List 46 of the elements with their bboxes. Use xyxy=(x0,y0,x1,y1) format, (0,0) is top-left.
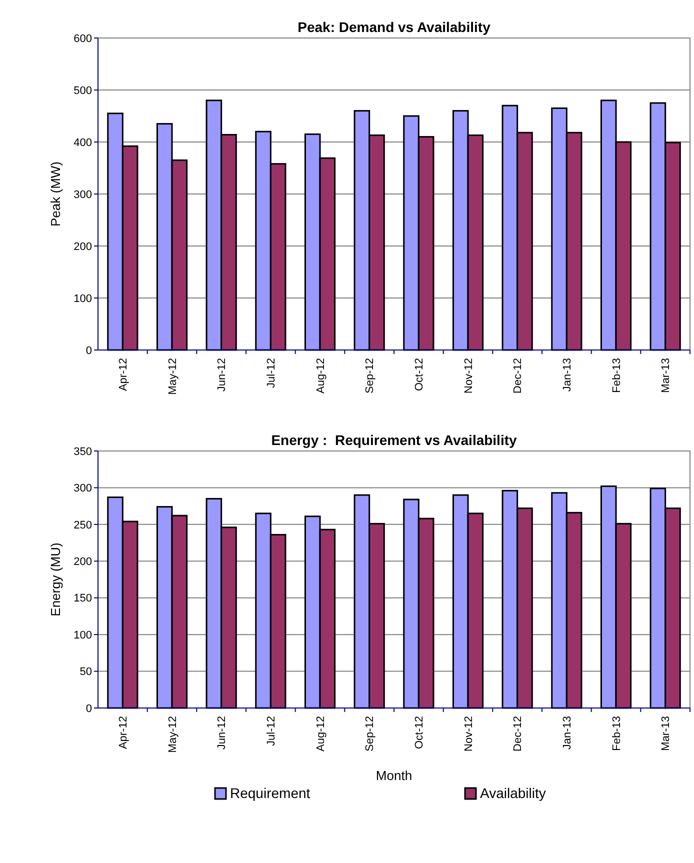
y-tick-label: 150 xyxy=(74,592,92,605)
x-tick-label: Mar-13 xyxy=(660,716,672,751)
y-tick-label: 600 xyxy=(74,32,92,45)
x-tick-label: Jan-13 xyxy=(562,358,574,392)
x-tick-label: Jun-12 xyxy=(216,716,228,750)
x-tick-label: Nov-12 xyxy=(462,358,475,394)
x-tick-label: Dec-12 xyxy=(512,716,524,752)
y-tick-label: 100 xyxy=(74,629,92,642)
x-tick-label: Aug-12 xyxy=(314,716,327,752)
x-tick-label: Mar-13 xyxy=(660,358,672,393)
y-tick-label: 300 xyxy=(74,482,92,495)
x-tick-label: Feb-13 xyxy=(610,358,623,393)
x-tick-label: Jan-13 xyxy=(562,716,574,750)
x-tick-label: Jun-12 xyxy=(216,358,228,392)
y-tick-label: 50 xyxy=(80,666,92,678)
legend-label: Requirement xyxy=(230,785,310,801)
x-tick-label: Jul-12 xyxy=(266,358,278,388)
y-tick-label: 400 xyxy=(74,136,92,149)
x-tick-label: Apr-12 xyxy=(118,716,130,750)
y-tick-label: 0 xyxy=(86,702,92,715)
y-tick-label: 350 xyxy=(74,446,92,458)
x-tick-label: May-12 xyxy=(166,716,179,753)
y-tick-label: 100 xyxy=(74,292,92,305)
x-tick-label: Sep-12 xyxy=(364,716,376,752)
x-axis-title: Month xyxy=(376,768,412,783)
chart-title: Peak: Demand vs Availability xyxy=(298,19,491,35)
x-tick-label: Jul-12 xyxy=(266,716,278,746)
y-axis-title: Energy (MU) xyxy=(48,542,63,616)
y-tick-label: 500 xyxy=(74,84,92,97)
y-tick-label: 300 xyxy=(74,188,92,201)
y-tick-label: 0 xyxy=(86,344,92,357)
x-tick-label: Aug-12 xyxy=(314,358,327,394)
x-tick-label: Feb-13 xyxy=(610,716,623,751)
x-tick-label: Oct-12 xyxy=(414,358,426,392)
x-tick-label: Nov-12 xyxy=(462,716,475,752)
chart-title: Energy : Requirement vs Availability xyxy=(271,432,518,448)
legend-label: Availability xyxy=(480,785,546,801)
x-tick-label: Apr-12 xyxy=(118,358,130,392)
x-tick-label: May-12 xyxy=(166,358,179,395)
x-tick-label: Sep-12 xyxy=(364,358,376,394)
y-tick-label: 250 xyxy=(74,519,92,532)
y-tick-label: 200 xyxy=(74,556,92,568)
y-axis-title: Peak (MW) xyxy=(48,162,63,226)
y-tick-label: 200 xyxy=(74,240,92,253)
x-tick-label: Oct-12 xyxy=(414,716,426,750)
x-tick-label: Dec-12 xyxy=(512,358,524,394)
